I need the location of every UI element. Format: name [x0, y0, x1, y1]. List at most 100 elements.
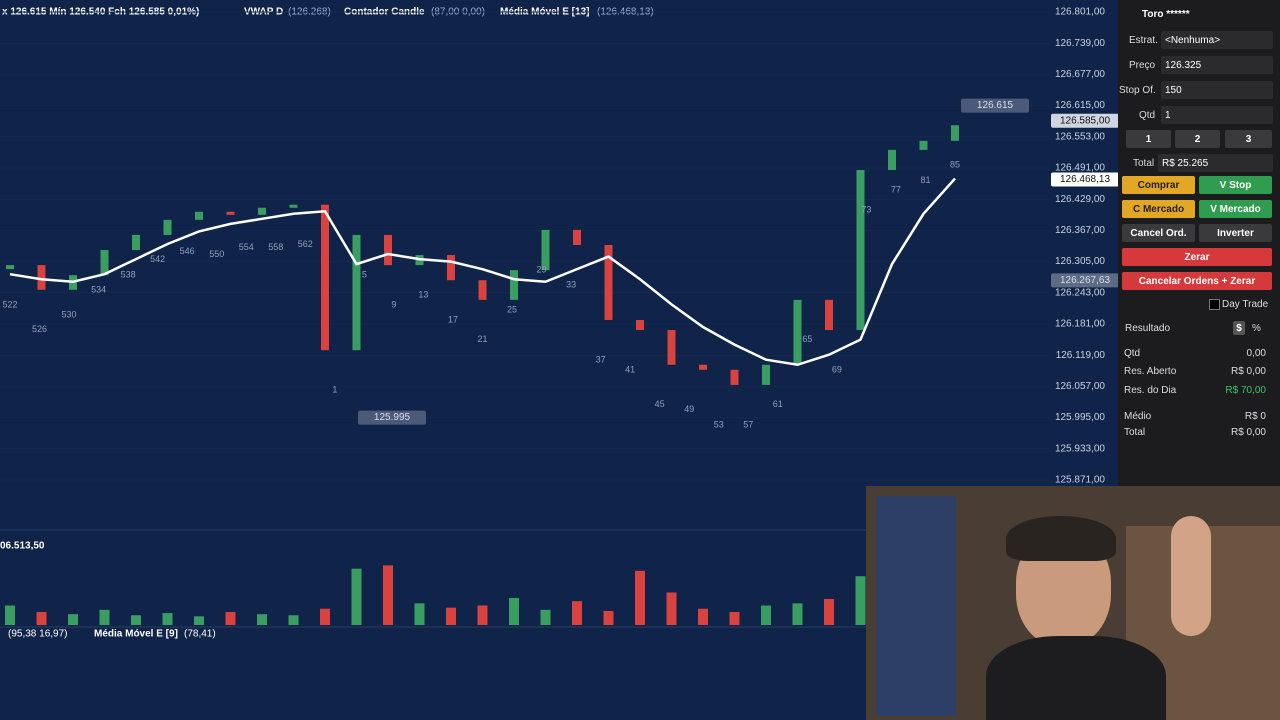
hair: [1006, 516, 1116, 561]
counter-label: 61: [773, 399, 783, 409]
candle: [163, 219, 172, 235]
volume-label: 06.513,50: [0, 541, 45, 552]
volume-bar: [162, 613, 173, 625]
volume-bar: [5, 605, 15, 625]
row-value: R$ 0,00: [1230, 366, 1266, 377]
counter-label: 85: [950, 160, 960, 170]
counter-label: 53: [714, 419, 724, 429]
price-tag-label: 126.585,00: [1060, 115, 1110, 126]
volume-bar: [36, 612, 47, 625]
y-tick-label: 126.615,00: [1055, 100, 1105, 111]
cancel-button[interactable]: Cancel Ord.: [1122, 224, 1195, 242]
volume-bar: [824, 599, 834, 625]
y-tick-label: 126.057,00: [1055, 381, 1105, 392]
candle: [573, 229, 581, 245]
volume-bar: [635, 570, 645, 625]
price-input[interactable]: 126.325: [1161, 56, 1273, 74]
candle: [447, 255, 455, 281]
counter-label: 65: [802, 334, 812, 344]
price-tag-label: 125.995: [374, 412, 411, 423]
price-tag-label: 126.468,13: [1060, 174, 1110, 185]
volume-bar: [572, 601, 582, 625]
percent-toggle[interactable]: %: [1252, 323, 1261, 334]
candle: [730, 369, 739, 385]
volume-bar: [320, 608, 330, 625]
volume-bar: [68, 614, 78, 625]
hand: [1171, 516, 1211, 636]
label: Stop Of.: [1119, 85, 1156, 96]
stop-input[interactable]: 150: [1161, 81, 1273, 99]
candle: [541, 229, 550, 271]
cancel-all-button[interactable]: Cancelar Ordens + Zerar: [1122, 272, 1272, 290]
row-label: Total: [1124, 427, 1146, 438]
candle: [951, 125, 959, 141]
candle: [132, 234, 140, 251]
volume-bar: [414, 603, 425, 625]
row-value: R$ 0: [1244, 411, 1266, 422]
counter-label: 538: [121, 269, 136, 279]
volume-bar: [855, 576, 866, 625]
volume-bar: [351, 568, 362, 625]
shirt: [986, 636, 1166, 720]
price-tag-label: 126.615: [977, 100, 1014, 111]
zerar-button[interactable]: Zerar: [1122, 248, 1272, 266]
row-value: R$ 0,00: [1230, 427, 1266, 438]
invert-button[interactable]: Inverter: [1199, 224, 1272, 242]
y-tick-label: 126.677,00: [1055, 69, 1105, 80]
candle: [793, 299, 802, 365]
buy-market-button[interactable]: C Mercado: [1122, 200, 1195, 218]
y-tick-label: 125.995,00: [1055, 412, 1105, 423]
preset-button[interactable]: 1: [1126, 130, 1171, 148]
chart: x 126.615 Mín 126.540 Fch 126.585 0,01%)…: [0, 6, 1118, 640]
volume-bar: [603, 610, 614, 625]
candle: [289, 204, 298, 208]
indicator-ma-value: (78,41): [184, 629, 216, 640]
counter-label: 546: [180, 246, 195, 256]
candle: [636, 319, 644, 331]
volume-bar: [446, 607, 456, 625]
candle: [699, 364, 707, 370]
y-tick-label: 125.871,00: [1055, 475, 1105, 486]
counter-label: 530: [62, 310, 77, 320]
counter-label: 77: [891, 184, 901, 194]
row-label: Res. do Dia: [1124, 385, 1177, 396]
counter-label: 554: [239, 242, 254, 252]
currency-toggle[interactable]: $: [1233, 321, 1245, 335]
volume-bar: [99, 609, 110, 625]
y-tick-label: 126.181,00: [1055, 319, 1105, 330]
counter-label: 534: [91, 284, 106, 294]
account[interactable]: Toro ******: [1142, 9, 1190, 20]
checkbox[interactable]: [1209, 299, 1220, 310]
y-tick-label: 126.491,00: [1055, 163, 1105, 174]
qty-input[interactable]: 1: [1161, 106, 1273, 124]
sell-stop-button[interactable]: V Stop: [1199, 176, 1272, 194]
price-tag: [961, 98, 1029, 113]
counter-label: 69: [832, 364, 842, 374]
volume-bar: [257, 614, 267, 625]
counter-label: 13: [418, 289, 428, 299]
price-tag: [358, 410, 426, 425]
preset-button[interactable]: 2: [1175, 130, 1220, 148]
candle: [226, 211, 235, 215]
candle: [100, 250, 109, 276]
y-tick-label: 126.739,00: [1055, 38, 1105, 49]
counter-label: 562: [298, 239, 313, 249]
candle: [762, 364, 770, 385]
volume-bar: [288, 615, 299, 625]
volume-bar: [761, 605, 771, 625]
y-tick-label: 125.933,00: [1055, 443, 1105, 454]
webcam: [866, 486, 1280, 720]
counter-label: 29: [537, 264, 547, 274]
buy-button[interactable]: Comprar: [1122, 176, 1195, 194]
label: Day Trade: [1222, 299, 1269, 310]
counter-label: 37: [596, 354, 606, 364]
candle: [258, 207, 266, 215]
strategy-select[interactable]: <Nenhuma>: [1161, 31, 1273, 49]
sell-market-button[interactable]: V Mercado: [1199, 200, 1272, 218]
label: Estrat.: [1129, 35, 1158, 46]
preset-button[interactable]: 3: [1225, 130, 1272, 148]
y-tick-label: 126.553,00: [1055, 131, 1105, 142]
counter-label: 542: [150, 254, 165, 264]
counter-label: 5: [362, 269, 367, 279]
y-tick-label: 126.243,00: [1055, 287, 1105, 298]
